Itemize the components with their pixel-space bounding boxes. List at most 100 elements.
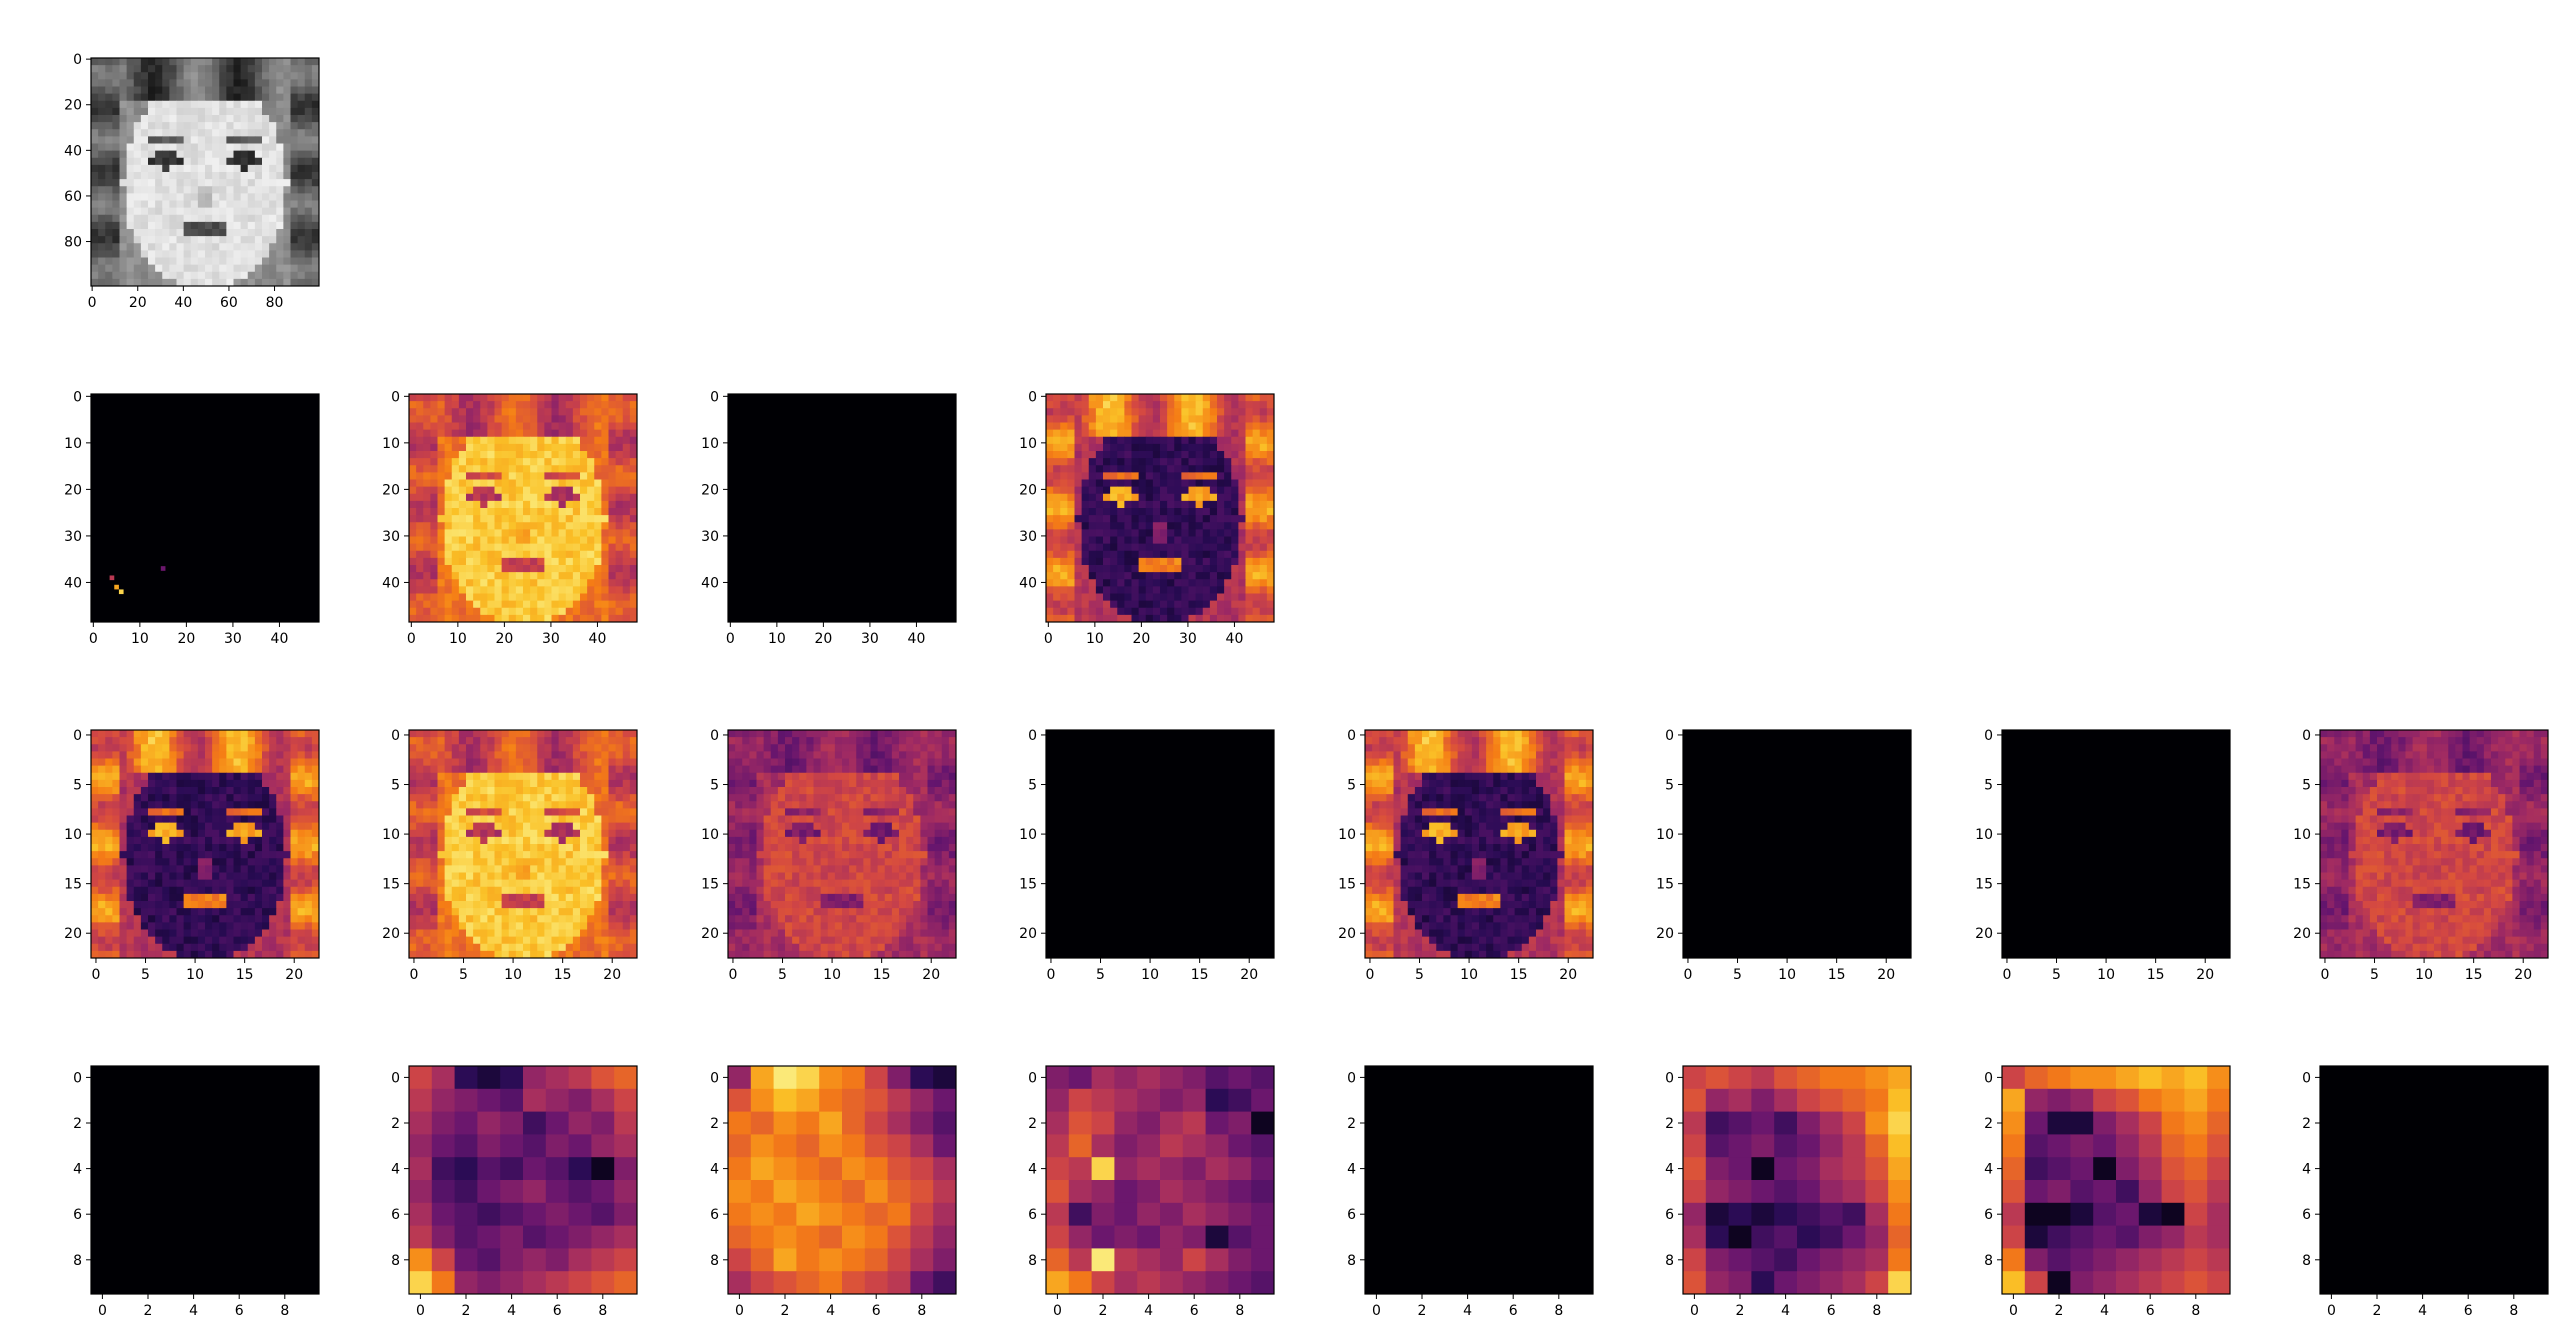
heatmap-cell	[544, 858, 552, 866]
heatmap-cell	[304, 129, 313, 137]
heatmap-cell	[226, 929, 234, 938]
heatmap-cell	[1060, 579, 1068, 587]
heatmap-cell	[1103, 451, 1111, 459]
heatmap-cell	[580, 515, 588, 523]
heatmap-cell	[212, 122, 220, 130]
heatmap-cell	[1209, 536, 1218, 545]
heatmap-cell	[530, 550, 538, 559]
heatmap-cell	[1124, 508, 1132, 516]
heatmap-cell	[290, 214, 299, 223]
heatmap-cell	[537, 394, 545, 402]
x-tick-label: 20	[1132, 631, 1150, 647]
heatmap-cell	[615, 730, 624, 738]
heatmap-cell	[523, 779, 531, 788]
heatmap-cell	[290, 179, 299, 187]
heatmap-cell	[304, 901, 313, 909]
heatmap-cell	[140, 243, 149, 251]
heatmap-cell	[205, 794, 213, 802]
heatmap-cell	[205, 879, 213, 888]
heatmap-cell	[98, 779, 106, 788]
heatmap-cell	[615, 737, 624, 745]
heatmap-cell	[523, 536, 531, 545]
heatmap-cell	[622, 872, 631, 881]
heatmap-cell	[276, 893, 284, 902]
heatmap-cell	[169, 79, 177, 87]
heatmap-cell	[1174, 493, 1182, 502]
heatmap-cell	[466, 829, 474, 838]
heatmap-cell	[594, 593, 602, 602]
heatmap-cell	[587, 543, 595, 552]
heatmap-cell	[1138, 472, 1147, 480]
heatmap-cell	[544, 808, 552, 816]
heatmap-cell	[409, 415, 417, 423]
heatmap-cell	[183, 243, 192, 251]
heatmap-cell	[416, 451, 424, 459]
heatmap-cell	[176, 829, 185, 838]
heatmap-cell	[437, 429, 446, 438]
heatmap-cell	[276, 229, 284, 237]
heatmap-cell	[1074, 415, 1083, 423]
heatmap-cell	[430, 772, 438, 781]
heatmap-cell	[1152, 408, 1161, 416]
heatmap-cell	[615, 415, 624, 423]
heatmap-cell	[311, 93, 320, 102]
heatmap-cell	[183, 122, 192, 130]
heatmap-cell	[1160, 465, 1168, 473]
heatmap-cell	[105, 179, 113, 187]
heatmap-cell	[466, 557, 474, 566]
heatmap-cell	[1145, 422, 1154, 431]
heatmap-cell	[148, 164, 156, 173]
heatmap-cell	[1195, 593, 1204, 602]
heatmap-cell	[466, 458, 474, 466]
heatmap-cell	[205, 136, 213, 144]
heatmap-cell	[240, 157, 249, 166]
heatmap-cell	[133, 844, 142, 852]
heatmap-cell	[176, 772, 185, 781]
heatmap-cell	[297, 93, 306, 102]
heatmap-cell	[311, 787, 320, 795]
heatmap-cell	[190, 257, 199, 266]
heatmap-cell	[409, 836, 417, 845]
heatmap-cell	[212, 214, 220, 223]
heatmap-cell	[551, 572, 560, 580]
heatmap-cell	[183, 915, 192, 923]
heatmap-cell	[1266, 600, 1275, 609]
heatmap-cell	[1167, 401, 1175, 409]
heatmap-cell	[304, 858, 313, 866]
heatmap-cell	[629, 458, 638, 466]
heatmap-cell	[1060, 493, 1068, 502]
heatmap-cell	[297, 744, 306, 752]
heatmap-cell	[480, 751, 488, 759]
heatmap-cell	[283, 186, 291, 194]
heatmap-cell	[91, 808, 99, 816]
heatmap-cell	[558, 451, 567, 459]
heatmap-cell	[1152, 522, 1161, 530]
heatmap-cell	[226, 257, 234, 266]
heatmap-cell	[458, 479, 467, 488]
heatmap-cell	[155, 72, 163, 80]
x-tick-label: 10	[1086, 631, 1104, 647]
heatmap-cell	[1074, 479, 1083, 488]
heatmap-cell	[269, 150, 277, 159]
heatmap-cell	[176, 915, 185, 923]
heatmap-cell	[1124, 536, 1132, 545]
heatmap-cell	[1238, 543, 1246, 552]
heatmap-cell	[530, 751, 538, 759]
heatmap-cell	[423, 586, 431, 594]
heatmap-cell	[458, 730, 467, 738]
heatmap-cell	[508, 801, 517, 809]
heatmap-cell	[212, 751, 220, 759]
heatmap-cell	[283, 86, 291, 95]
heatmap-cell	[487, 607, 495, 616]
heatmap-cell	[183, 229, 192, 237]
heatmap-cell	[283, 886, 291, 895]
heatmap-cell	[91, 893, 99, 902]
heatmap-cell	[262, 922, 270, 930]
heatmap-cell	[155, 143, 163, 152]
heatmap-cell	[594, 751, 602, 759]
heatmap-cell	[254, 751, 263, 759]
heatmap-cell	[148, 772, 156, 781]
heatmap-cell	[537, 879, 545, 888]
heatmap-cell	[537, 614, 545, 623]
heatmap-cell	[494, 751, 503, 759]
